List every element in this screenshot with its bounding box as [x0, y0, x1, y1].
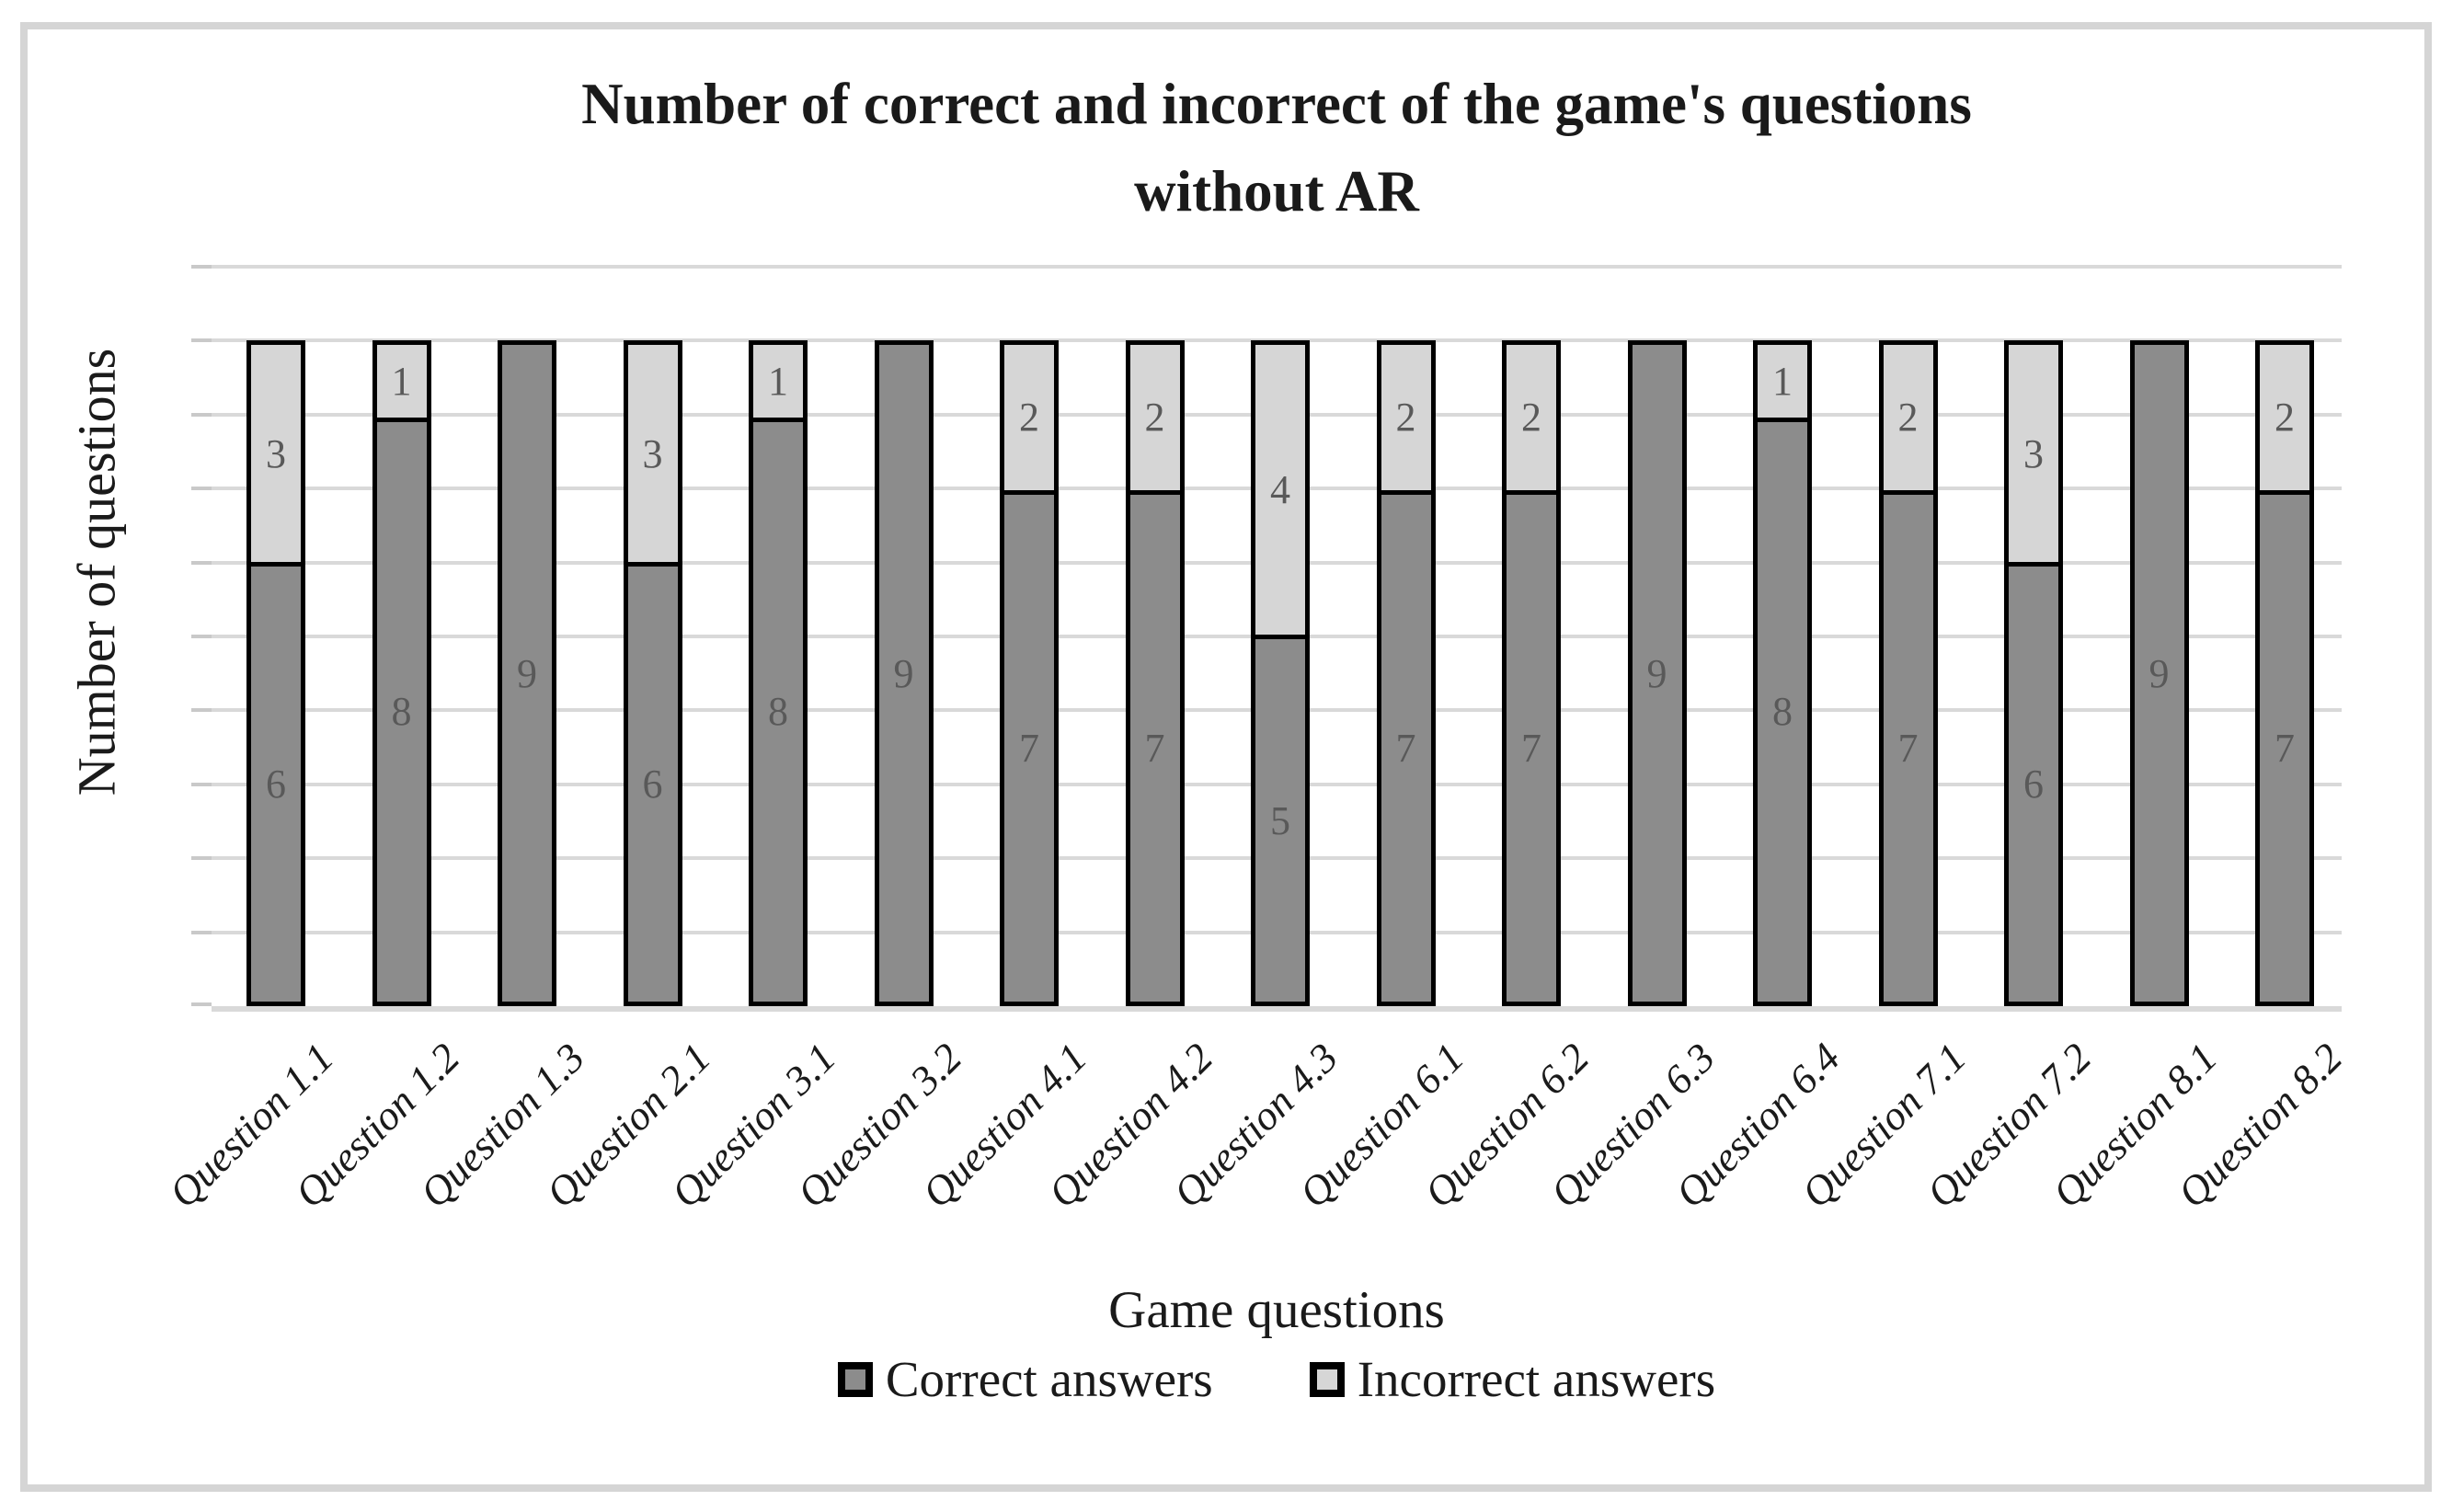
correct-segment: 9 — [502, 345, 552, 1002]
legend-label-correct: Correct answers — [885, 1351, 1213, 1407]
correct-segment: 9 — [878, 345, 929, 1002]
y-tick-2 — [191, 856, 212, 861]
correct-segment: 9 — [2134, 345, 2184, 1002]
y-axis-title: Number of questions — [66, 348, 127, 796]
incorrect-segment: 2 — [1129, 345, 1180, 495]
stacked-bar-question-6-3: 9 — [1627, 340, 1687, 1006]
correct-segment: 5 — [1255, 639, 1305, 1002]
correct-segment: 8 — [753, 421, 803, 1002]
correct-segment: 9 — [1632, 345, 1682, 1002]
incorrect-segment: 1 — [1758, 345, 1807, 422]
y-tick-10 — [191, 265, 212, 269]
y-tick-4 — [191, 708, 212, 713]
correct-segment: 8 — [1758, 421, 1807, 1002]
incorrect-segment: 3 — [251, 345, 301, 567]
correct-segment: 7 — [1381, 494, 1431, 1002]
y-tick-8 — [191, 412, 212, 417]
legend-item-correct: Correct answers — [837, 1350, 1213, 1408]
legend: Correct answers Incorrect answers — [212, 1350, 2342, 1408]
stacked-bar-question-8-1: 9 — [2129, 340, 2189, 1006]
incorrect-segment: 1 — [753, 345, 803, 422]
y-tick-9 — [191, 338, 212, 343]
legend-label-incorrect: Incorrect answers — [1357, 1351, 1716, 1407]
correct-segment: 7 — [1129, 494, 1180, 1002]
gridline-y-10 — [212, 265, 2342, 269]
correct-answers-swatch-icon — [837, 1361, 873, 1397]
correct-segment: 6 — [2009, 567, 2058, 1002]
incorrect-segment: 2 — [1507, 345, 1556, 495]
chart-title: Number of correct and incorrect of the g… — [581, 72, 1972, 223]
correct-segment: 7 — [2260, 494, 2309, 1002]
incorrect-segment: 4 — [1255, 345, 1305, 640]
y-tick-1 — [191, 930, 212, 934]
incorrect-segment: 3 — [2009, 345, 2058, 567]
incorrect-answers-swatch-icon — [1309, 1361, 1345, 1397]
y-tick-6 — [191, 560, 212, 565]
incorrect-segment: 3 — [627, 345, 678, 567]
correct-segment: 7 — [1883, 494, 1933, 1002]
stacked-bar-question-1-3: 9 — [498, 340, 556, 1006]
incorrect-segment: 2 — [1883, 345, 1933, 495]
correct-segment: 7 — [1507, 494, 1556, 1002]
correct-segment: 6 — [627, 567, 678, 1002]
y-tick-3 — [191, 782, 212, 786]
stacked-bar-question-3-2: 9 — [874, 340, 934, 1006]
x-axis-title: Game questions — [1108, 1281, 1445, 1339]
y-tick-0 — [191, 1002, 212, 1006]
y-tick-7 — [191, 487, 212, 491]
incorrect-segment: 2 — [1004, 345, 1054, 495]
incorrect-segment: 2 — [2260, 345, 2309, 495]
incorrect-segment: 1 — [376, 345, 427, 422]
correct-segment: 8 — [376, 421, 427, 1002]
legend-item-incorrect: Incorrect answers — [1309, 1350, 1716, 1408]
y-tick-5 — [191, 635, 212, 638]
incorrect-segment: 2 — [1381, 345, 1431, 495]
correct-segment: 7 — [1004, 494, 1054, 1002]
correct-segment: 6 — [251, 567, 301, 1002]
